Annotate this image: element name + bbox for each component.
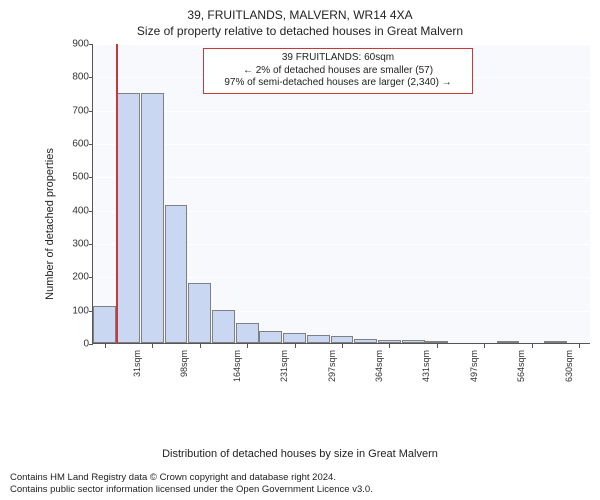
histogram-bar (544, 341, 567, 343)
annotation-line: 39 FRUITLANDS: 60sqm (210, 52, 466, 65)
histogram-bar (354, 339, 377, 343)
gridline (93, 111, 590, 112)
subtitle: Size of property relative to detached ho… (10, 24, 590, 38)
attribution-line: Contains public sector information licen… (10, 484, 590, 496)
y-tick (89, 44, 93, 45)
y-tick-label: 200 (72, 272, 89, 283)
y-tick (89, 77, 93, 78)
y-tick-label: 400 (72, 205, 89, 216)
x-tick-label: 297sqm (327, 350, 337, 382)
histogram-bar (165, 205, 188, 343)
y-tick (89, 177, 93, 178)
histogram-bar (425, 341, 448, 343)
attribution-line: Contains HM Land Registry data © Crown c… (10, 472, 590, 484)
x-tick (200, 344, 201, 348)
marker-line (116, 44, 118, 344)
x-tick-label: 31sqm (132, 350, 142, 377)
y-tick (89, 244, 93, 245)
y-tick (89, 111, 93, 112)
y-tick-label: 100 (72, 305, 89, 316)
x-tick-label: 630sqm (564, 350, 574, 382)
histogram-bar (307, 335, 330, 343)
page-title: 39, FRUITLANDS, MALVERN, WR14 4XA (10, 8, 590, 22)
histogram-bar (378, 340, 401, 343)
y-tick (89, 344, 93, 345)
gridline (93, 177, 590, 178)
y-tick (89, 277, 93, 278)
x-tick-label: 564sqm (516, 350, 526, 382)
histogram-bar (93, 306, 116, 343)
x-tick (389, 344, 390, 348)
histogram-bar (141, 93, 164, 343)
x-tick (105, 344, 106, 348)
histogram-bar (117, 93, 140, 343)
x-tick (484, 344, 485, 348)
x-tick-label: 98sqm (179, 350, 189, 377)
y-axis-label: Number of detached properties (44, 124, 56, 324)
plot-area: 010020030040050060070080090031sqm98sqm16… (92, 44, 590, 344)
histogram-bar (331, 336, 354, 343)
x-tick-label: 231sqm (279, 350, 289, 382)
chart: Number of detached properties 0100200300… (40, 44, 600, 404)
annotation-line: 97% of semi-detached houses are larger (… (210, 77, 466, 90)
gridline (93, 144, 590, 145)
histogram-bar (188, 283, 211, 343)
annotation-box: 39 FRUITLANDS: 60sqm← 2% of detached hou… (203, 48, 473, 94)
y-tick (89, 211, 93, 212)
y-tick-label: 800 (72, 72, 89, 83)
histogram-bar (212, 310, 235, 343)
histogram-bar (402, 340, 425, 343)
x-tick (247, 344, 248, 348)
x-tick-label: 497sqm (469, 350, 479, 382)
x-tick (437, 344, 438, 348)
x-axis-label: Distribution of detached houses by size … (10, 448, 590, 460)
histogram-bar (259, 331, 282, 343)
x-tick (579, 344, 580, 348)
y-tick-label: 600 (72, 139, 89, 150)
y-tick (89, 144, 93, 145)
y-tick (89, 311, 93, 312)
y-tick-label: 300 (72, 239, 89, 250)
y-tick-label: 500 (72, 172, 89, 183)
histogram-bar (497, 341, 520, 343)
x-tick-label: 431sqm (421, 350, 431, 382)
x-tick (152, 344, 153, 348)
y-tick-label: 0 (83, 339, 89, 350)
x-tick (532, 344, 533, 348)
histogram-bar (283, 333, 306, 343)
annotation-line: ← 2% of detached houses are smaller (57) (210, 65, 466, 78)
x-tick-label: 364sqm (374, 350, 384, 382)
y-tick-label: 700 (72, 105, 89, 116)
attribution: Contains HM Land Registry data © Crown c… (10, 472, 590, 496)
x-tick-label: 164sqm (232, 350, 242, 382)
x-tick (342, 344, 343, 348)
y-tick-label: 900 (72, 39, 89, 50)
histogram-bar (236, 323, 259, 343)
x-tick (295, 344, 296, 348)
gridline (93, 44, 590, 45)
